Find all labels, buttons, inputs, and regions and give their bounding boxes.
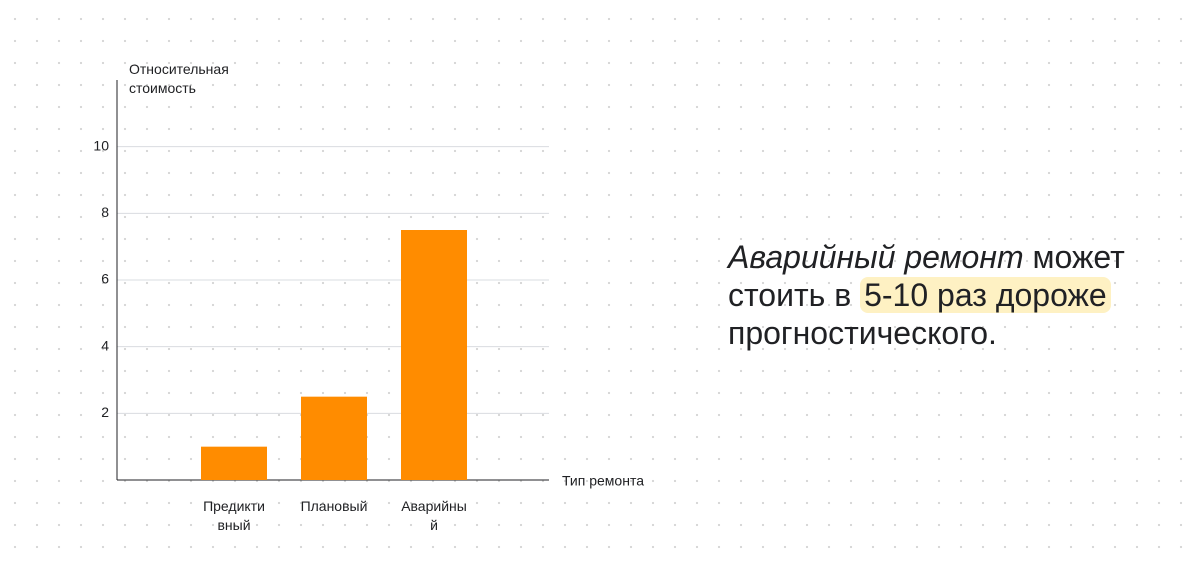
message-text: прогностического. [728,315,997,351]
y-tick-label: 6 [101,271,109,287]
y-tick-label: 10 [93,137,109,153]
y-tick-label: 2 [101,404,109,420]
y-axis-label: Относительная стоимость [129,61,229,96]
emphasis: Аварийный ремонт [728,239,1024,275]
message: Аварийный ремонт может стоить в 5-10 раз… [728,238,1128,352]
x-axis-label: Тип ремонта [562,473,644,489]
x-tick-label: Плановый [300,498,368,514]
x-tick-label: Предиктивный [203,498,265,533]
x-tick-label: Аварийный [401,498,467,533]
bar [401,230,467,480]
bar [201,446,267,480]
highlight: 5-10 раз дороже [860,277,1111,313]
y-tick-label: 8 [101,204,109,220]
message-text: может стоить в [728,239,1125,313]
bar [301,396,367,480]
y-tick-label: 4 [101,337,109,353]
